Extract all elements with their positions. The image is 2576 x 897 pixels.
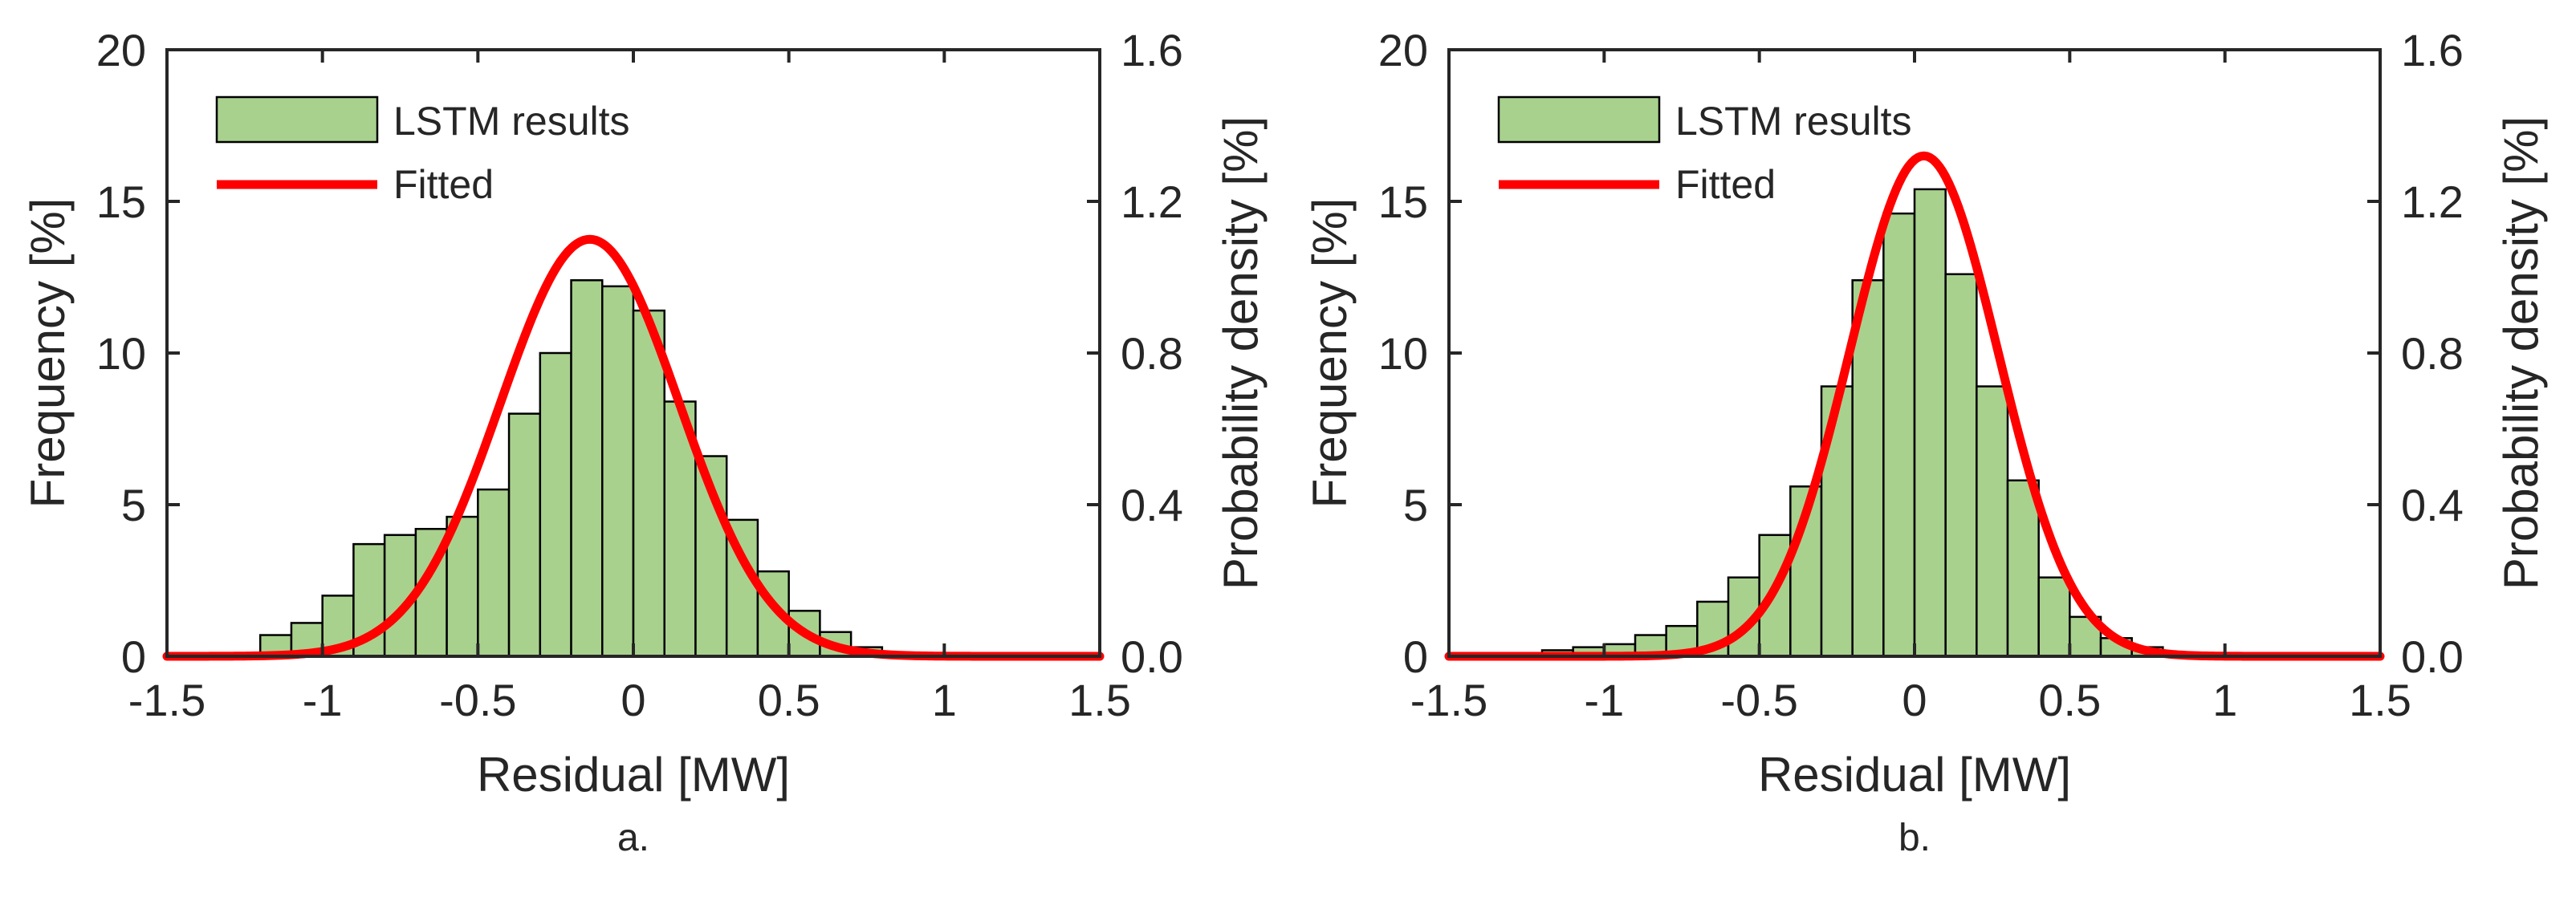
x-axis-title: Residual [MW] xyxy=(1758,748,2071,802)
legend-label-bars: LSTM results xyxy=(1675,99,1912,144)
y-tick-label-left: 5 xyxy=(1403,480,1428,530)
y-axis-title-left: Frequency [%] xyxy=(1303,198,1357,509)
panel-caption: a. xyxy=(617,817,649,859)
y-axis-title-left: Frequency [%] xyxy=(21,198,75,509)
y-tick-label-right: 1.6 xyxy=(1121,25,1183,75)
panel-a: -1.5 -1 -0.5 0 0.5 1 1.5 0 5 10 15 20 0.0 0.4 0.8 1.2 1.… xyxy=(21,25,1268,859)
x-tick-label: 1 xyxy=(932,675,957,725)
x-tick-label: 1 xyxy=(2212,675,2237,725)
panel-caption: b. xyxy=(1898,817,1931,859)
y-tick-label-right: 0.0 xyxy=(2401,631,2464,682)
histogram-bar xyxy=(1944,273,1978,658)
x-tick-label: -1 xyxy=(1584,675,1624,725)
x-tick-label: -0.5 xyxy=(1720,675,1798,725)
y-axis-title-right: Probability density [%] xyxy=(2494,116,2548,590)
y-tick-label-left: 5 xyxy=(121,480,146,530)
y-tick-label-left: 20 xyxy=(1378,25,1428,75)
histogram-bar xyxy=(1882,212,1916,658)
y-tick-label-right: 1.2 xyxy=(2401,177,2464,227)
x-tick-label: -1.5 xyxy=(128,675,206,725)
y-tick-label-right: 0.4 xyxy=(2401,480,2464,530)
histogram-bar xyxy=(632,309,665,658)
legend-swatch-bars xyxy=(215,95,379,144)
y-axis-title-right: Probability density [%] xyxy=(1214,116,1268,590)
y-tick-label-left: 15 xyxy=(96,177,146,227)
histogram-bar xyxy=(570,279,604,658)
legend-label-line: Fitted xyxy=(393,162,494,207)
legend-swatch-bars xyxy=(1497,95,1661,144)
y-tick-label-left: 10 xyxy=(1378,328,1428,379)
y-tick-label-right: 0.0 xyxy=(1121,631,1183,682)
x-tick-label: -1 xyxy=(303,675,343,725)
histogram-bar xyxy=(601,285,635,658)
histogram-bar xyxy=(507,412,542,658)
x-tick-label: -1.5 xyxy=(1410,675,1488,725)
histogram-bar xyxy=(1820,385,1854,658)
x-tick-label: 0 xyxy=(621,675,645,725)
y-tick-label-left: 10 xyxy=(96,328,146,379)
x-axis-title: Residual [MW] xyxy=(477,748,790,802)
x-tick-label: 0 xyxy=(1902,675,1927,725)
histogram-bar xyxy=(539,351,572,658)
y-tick-label-right: 0.8 xyxy=(2401,328,2464,379)
histogram-bar xyxy=(2006,479,2040,658)
y-tick-label-left: 15 xyxy=(1378,177,1428,227)
panel-b: -1.5 -1 -0.5 0 0.5 1 1.5 0 5 10 15 20 0.0 0.4 0.8 1.2 1.… xyxy=(1303,25,2548,859)
y-tick-label-right: 1.6 xyxy=(2401,25,2464,75)
y-tick-label-left: 0 xyxy=(121,631,146,682)
histogram-bar xyxy=(2037,576,2071,658)
y-tick-label-left: 0 xyxy=(1403,631,1428,682)
x-tick-label: -0.5 xyxy=(439,675,517,725)
x-tick-label: 0.5 xyxy=(2038,675,2101,725)
x-tick-label: 1.5 xyxy=(1068,675,1131,725)
legend-label-line: Fitted xyxy=(1675,162,1776,207)
y-tick-label-left: 20 xyxy=(96,25,146,75)
y-tick-label-right: 0.4 xyxy=(1121,480,1183,530)
y-tick-label-right: 1.2 xyxy=(1121,177,1183,227)
histogram-bar xyxy=(1913,188,1947,658)
histogram-bar xyxy=(477,488,511,658)
histogram-bar xyxy=(1976,385,2009,658)
x-tick-label: 1.5 xyxy=(2349,675,2411,725)
x-tick-label: 0.5 xyxy=(758,675,820,725)
y-tick-label-right: 0.8 xyxy=(1121,328,1183,379)
legend-label-bars: LSTM results xyxy=(393,99,630,144)
